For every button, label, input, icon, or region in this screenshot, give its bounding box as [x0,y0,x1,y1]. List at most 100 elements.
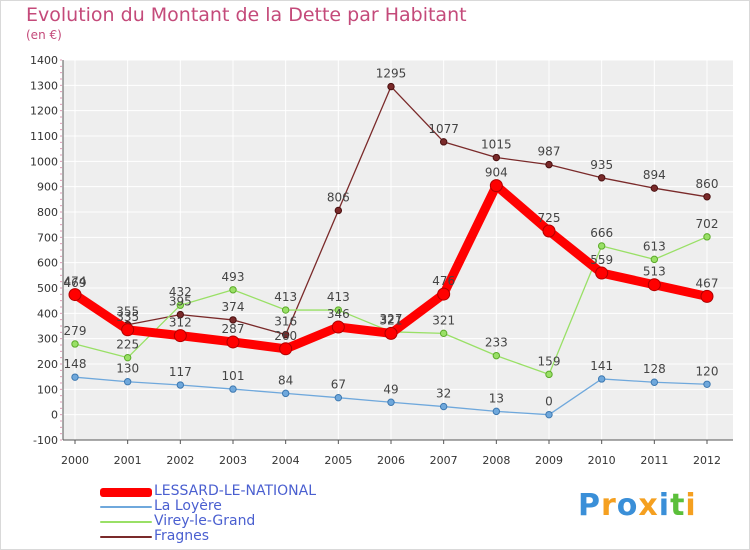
y-minor-tick [60,110,62,112]
y-minor-tick [60,129,62,131]
data-point [331,320,345,334]
y-tick-label: 100 [37,383,58,396]
legend-swatch [100,521,152,523]
data-point [229,286,237,294]
y-minor-tick [60,268,62,270]
data-point [334,206,343,215]
x-tick-label: 2003 [219,454,247,467]
x-tick-label: 2007 [430,454,458,467]
data-point [597,174,606,182]
data-label: 474 [64,275,87,289]
data-point [650,184,659,192]
y-minor-tick [60,300,62,302]
data-label: 467 [696,276,719,290]
data-point [439,138,448,146]
y-tick-label: 600 [37,257,58,270]
data-point [123,378,132,386]
data-point [650,378,659,386]
y-minor-tick [60,78,62,80]
y-tick-label: 500 [37,282,58,295]
data-point [176,381,185,389]
data-label: 130 [116,362,139,376]
data-label: 476 [432,274,455,288]
x-tick-label: 2005 [324,454,352,467]
x-tick-label: 2012 [693,454,721,467]
y-minor-tick [60,255,62,257]
data-point [492,407,501,416]
y-tick-label: 300 [37,333,58,346]
data-point [123,353,132,362]
y-tick-label: 1100 [30,130,58,143]
y-minor-tick [60,312,62,314]
plot-area [63,60,733,440]
data-point [492,351,501,360]
y-minor-tick [60,281,62,283]
data-label: 117 [169,365,192,379]
data-label: 260 [274,329,297,343]
data-label: 613 [643,239,666,253]
data-label: 806 [327,190,350,204]
y-minor-tick [60,344,62,346]
data-label: 935 [590,158,613,172]
logo-letter: i [658,488,671,523]
data-point [281,389,290,398]
legend-swatch [100,536,152,538]
data-label: 374 [222,300,245,314]
y-minor-tick [60,306,62,308]
data-label: 225 [116,338,139,352]
y-minor-tick [60,192,62,194]
data-label: 469 [64,276,87,290]
y-minor-tick [60,293,62,295]
y-minor-tick [60,116,62,118]
data-point [71,373,79,381]
data-point [68,288,82,302]
y-minor-tick [60,167,62,169]
data-label: 120 [696,364,719,378]
y-minor-tick [60,338,62,340]
data-label: 233 [485,336,508,350]
data-point [439,402,448,411]
x-tick-label: 2000 [61,454,89,467]
logo-letter: t [670,488,686,523]
y-minor-tick [60,382,62,384]
data-label: 1295 [376,67,407,81]
data-label: 13 [489,391,504,405]
data-label: 432 [169,285,192,299]
data-point [281,306,290,314]
data-label: 987 [538,145,561,159]
y-minor-tick [60,363,62,365]
data-label: 316 [274,315,297,329]
y-tick-label: 0 [51,409,58,422]
y-minor-tick [60,230,62,232]
legend-label: La Loyère [154,498,222,514]
data-label: 327 [380,312,403,326]
y-tick-label: 200 [37,358,58,371]
logo-letter: x [638,488,659,523]
data-point [492,153,501,162]
y-tick-label: 1300 [30,79,58,92]
data-label: 725 [538,211,561,225]
data-label: 148 [64,357,87,371]
data-label: 493 [222,270,245,284]
data-point [384,326,398,340]
data-point [597,375,606,383]
y-minor-tick [60,65,62,67]
y-minor-tick [60,154,62,156]
chart-subtitle: (en €) [26,28,62,42]
data-point [121,323,135,337]
y-minor-tick [60,97,62,99]
y-minor-tick [60,217,62,219]
data-label: 312 [169,316,192,330]
y-minor-tick [60,331,62,333]
y-minor-tick [60,236,62,238]
y-minor-tick [60,426,62,428]
data-point [387,82,395,91]
legend-label: Virey-le-Grand [154,513,256,529]
data-point [650,255,659,264]
data-label: 49 [383,382,398,396]
data-label: 513 [643,265,666,279]
y-tick-label: 400 [37,307,58,320]
y-minor-tick [60,148,62,150]
data-label: 67 [331,378,346,392]
legend-label: Fragnes [154,528,210,544]
